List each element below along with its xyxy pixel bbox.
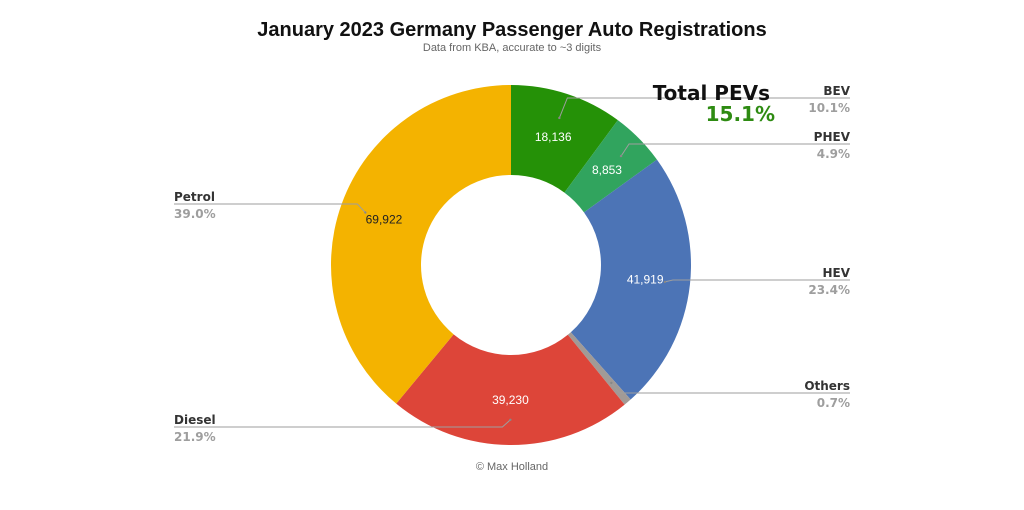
total-pevs-title: Total PEVs <box>653 81 770 105</box>
callout-dot-bev <box>558 116 561 120</box>
percent-label-diesel: 21.9% <box>174 430 216 444</box>
callout-line-hev <box>664 279 850 283</box>
total-pevs-value: 15.1% <box>706 102 775 126</box>
value-label-hev: 41,919 <box>627 273 664 287</box>
callout-line-others <box>610 382 850 394</box>
callout-line-bev <box>558 97 850 119</box>
category-label-hev: HEV <box>822 266 850 280</box>
slice-hev <box>570 159 692 400</box>
category-label-bev: BEV <box>823 84 850 98</box>
callout-dot-hev <box>663 280 667 284</box>
percent-label-others: 0.7% <box>817 396 850 410</box>
callout-line-petrol <box>174 203 366 213</box>
category-label-petrol: Petrol <box>174 190 215 204</box>
percent-label-hev: 23.4% <box>808 283 850 297</box>
slice-bev <box>511 85 618 193</box>
category-label-phev: PHEV <box>814 130 851 144</box>
callout-line-phev <box>620 143 850 157</box>
category-label-others: Others <box>804 379 850 393</box>
chart-title: January 2023 Germany Passenger Auto Regi… <box>257 19 767 41</box>
callout-dot-others <box>610 381 613 385</box>
slice-petrol <box>331 85 511 404</box>
percent-label-bev: 10.1% <box>808 101 850 115</box>
value-label-phev: 8,853 <box>592 163 622 177</box>
slice-diesel <box>396 334 625 445</box>
callout-line-diesel <box>174 419 511 428</box>
chart-subtitle: Data from KBA, accurate to ~3 digits <box>422 42 602 54</box>
value-label-bev: 18,136 <box>535 130 572 144</box>
callout-dot-petrol <box>364 211 367 214</box>
callout-dot-phev <box>619 154 623 158</box>
callout-dot-diesel <box>509 418 512 421</box>
percent-label-petrol: 39.0% <box>174 207 216 221</box>
copyright-footer: © Max Holland <box>475 461 549 473</box>
value-label-petrol: 69,922 <box>366 212 403 226</box>
category-label-diesel: Diesel <box>174 413 216 427</box>
value-label-diesel: 39,230 <box>492 393 529 407</box>
slice-others <box>567 332 631 405</box>
slice-phev <box>564 120 657 213</box>
percent-label-phev: 4.9% <box>817 147 850 161</box>
